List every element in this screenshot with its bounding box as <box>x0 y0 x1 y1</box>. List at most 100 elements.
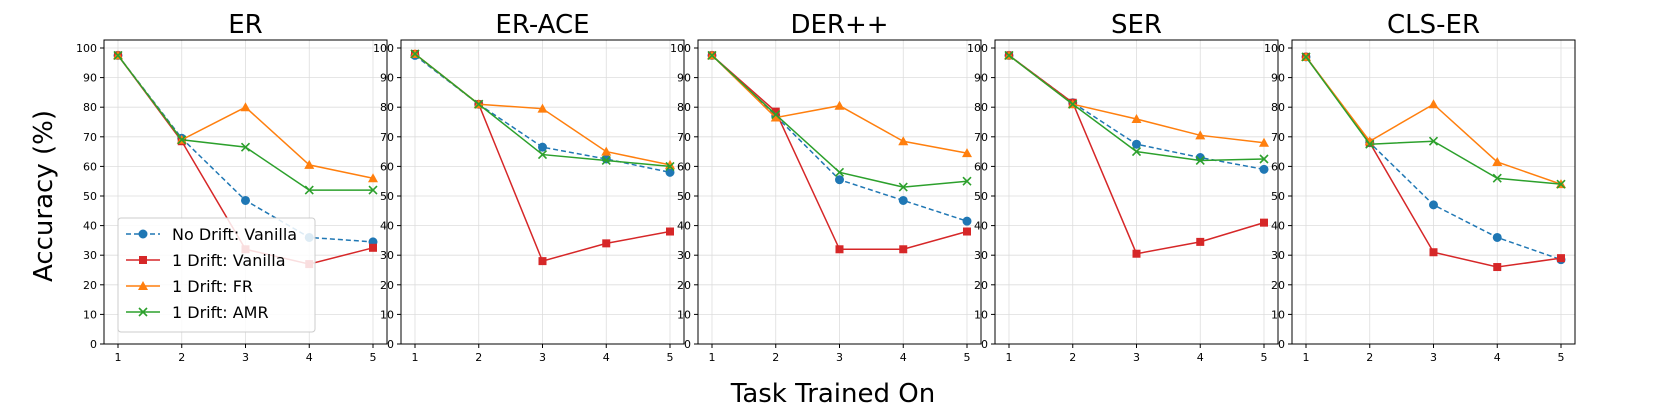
panel-title: DER++ <box>790 10 888 40</box>
data-point <box>834 100 845 110</box>
y-tick-label: 90 <box>677 72 691 85</box>
series-1-drift-amr <box>707 50 972 192</box>
y-tick-label: 80 <box>1271 101 1285 114</box>
y-tick-label: 10 <box>974 308 988 321</box>
data-point <box>962 176 972 186</box>
y-tick-label: 40 <box>1271 220 1285 233</box>
data-point <box>1493 263 1502 272</box>
y-tick-label: 10 <box>380 308 394 321</box>
data-point <box>1259 154 1269 164</box>
x-tick-label: 5 <box>1261 351 1268 364</box>
legend-box <box>117 217 316 333</box>
y-tick-label: 100 <box>373 42 394 55</box>
data-point <box>1004 50 1014 60</box>
y-tick-label: 80 <box>380 101 394 114</box>
data-point <box>1429 200 1438 210</box>
data-point <box>666 227 674 236</box>
data-point <box>601 146 612 156</box>
data-point <box>1428 99 1439 109</box>
y-tick-label: 50 <box>380 190 394 203</box>
panel-title: SER <box>1111 10 1162 40</box>
y-tick-label: 70 <box>974 131 988 144</box>
x-tick-label: 2 <box>772 351 779 364</box>
y-tick-label: 90 <box>1271 72 1285 85</box>
data-point <box>770 112 781 122</box>
y-tick-label: 90 <box>380 72 394 85</box>
data-point <box>1301 52 1311 62</box>
y-tick-label: 10 <box>83 308 97 321</box>
y-tick-label: 40 <box>83 220 97 233</box>
data-point <box>240 102 251 112</box>
x-tick-label: 5 <box>1558 351 1565 364</box>
legend-label: 1 Drift: AMR <box>172 303 269 322</box>
data-point <box>369 243 377 252</box>
data-point <box>1429 248 1438 257</box>
series-line <box>414 54 671 174</box>
data-point <box>1492 156 1503 166</box>
x-tick-label: 2 <box>1366 351 1373 364</box>
legend-entry-1-drift-fr: 1 Drift: FR <box>126 277 253 296</box>
y-tick-label: 60 <box>380 160 394 173</box>
data-point <box>771 107 780 116</box>
data-point <box>1068 99 1078 109</box>
x-tick-label: 5 <box>964 351 971 364</box>
y-tick-label: 30 <box>974 249 988 262</box>
y-tick-label: 70 <box>83 131 97 144</box>
x-tick-label: 2 <box>475 351 482 364</box>
y-tick-label: 40 <box>677 220 691 233</box>
data-point <box>368 185 378 195</box>
panel-title: CLS-ER <box>1387 10 1480 40</box>
legend-label: 1 Drift: FR <box>172 277 253 296</box>
data-point <box>538 142 547 152</box>
data-point <box>771 110 781 120</box>
y-tick-label: 30 <box>677 249 691 262</box>
data-point <box>537 149 548 160</box>
y-tick-label: 90 <box>974 72 988 85</box>
data-point <box>1195 155 1205 166</box>
y-tick-label: 30 <box>1271 249 1285 262</box>
y-tick-label: 70 <box>380 131 394 144</box>
legend-entry-no-drift-vanilla: No Drift: Vanilla <box>126 225 297 244</box>
y-tick-label: 50 <box>1271 190 1285 203</box>
legend-marker <box>139 256 147 264</box>
data-point <box>898 195 908 205</box>
data-point <box>1131 114 1142 124</box>
data-point <box>899 245 908 254</box>
x-axis-label: Task Trained On <box>730 379 935 409</box>
y-tick-label: 70 <box>677 131 691 144</box>
data-point <box>1195 130 1206 140</box>
x-tick-label: 4 <box>1494 351 1501 364</box>
data-point <box>1131 147 1142 157</box>
x-tick-label: 3 <box>836 351 843 364</box>
y-tick-label: 20 <box>974 279 988 292</box>
x-tick-label: 1 <box>115 351 122 364</box>
y-tick-label: 30 <box>380 249 394 262</box>
panel-title: ER <box>228 10 263 40</box>
y-tick-label: 20 <box>1271 279 1285 292</box>
series-1-drift-amr <box>113 50 378 195</box>
data-point <box>1364 136 1375 146</box>
x-tick-label: 1 <box>1303 351 1310 364</box>
x-tick-label: 4 <box>1197 351 1204 364</box>
data-point <box>368 173 378 183</box>
data-point <box>241 195 250 205</box>
x-tick-label: 2 <box>1069 351 1076 364</box>
data-point <box>665 161 675 171</box>
y-tick-label: 50 <box>83 190 97 203</box>
data-point <box>1492 173 1502 183</box>
data-point <box>834 167 845 177</box>
data-point <box>707 50 717 60</box>
legend-entry-1-drift-amr: 1 Drift: AMR <box>126 303 269 322</box>
data-point <box>1259 164 1269 174</box>
panel-er-ace: 0 10 20 30 40 50 60 70 80 90 100 1 2 3 4 5 ER-ACE <box>373 10 685 364</box>
data-point <box>538 257 547 266</box>
data-point <box>602 239 611 248</box>
panel-cls-er: 0 10 20 30 40 50 60 70 80 90 100 1 2 3 4 5 CLS-ER <box>1264 10 1576 364</box>
y-tick-label: 50 <box>677 190 691 203</box>
data-point <box>898 136 909 146</box>
legend-entry-1-drift-vanilla: 1 Drift: Vanilla <box>126 251 286 270</box>
panel-ser: 0 10 20 30 40 50 60 70 80 90 100 1 2 3 4 5 SER <box>967 10 1279 364</box>
series-1-drift-amr <box>1301 52 1566 189</box>
y-tick-label: 10 <box>677 308 691 321</box>
